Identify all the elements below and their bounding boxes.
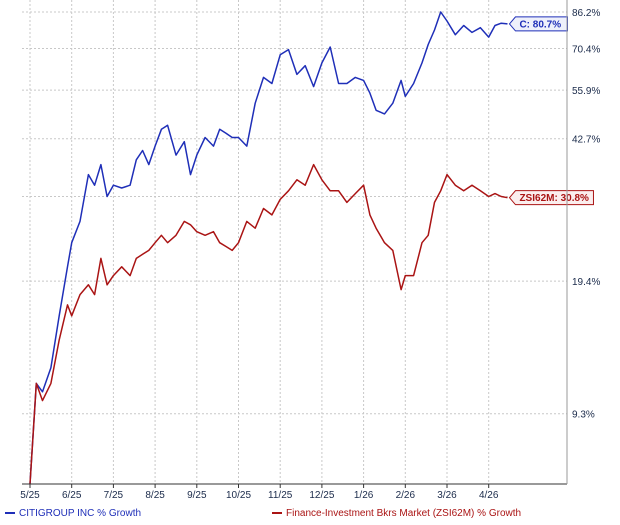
legend: CITIGROUP INC % Growth Finance-Investmen… <box>5 508 521 519</box>
legend-label-zsi62m: Finance-Investment Bkrs Market (ZSI62M) … <box>286 508 521 519</box>
y-tick-label: 86.2% <box>572 8 600 19</box>
y-tick-label: 42.7% <box>572 135 600 146</box>
y-tick-label: 19.4% <box>572 277 600 288</box>
x-tick-label: 6/25 <box>62 490 82 501</box>
x-tick-label: 11/25 <box>268 490 293 501</box>
y-tick-label: 9.3% <box>572 410 595 421</box>
x-tick-label: 3/26 <box>437 490 457 501</box>
y-tick-label: 70.4% <box>572 45 600 56</box>
x-tick-label: 9/25 <box>187 490 207 501</box>
x-tick-label: 2/26 <box>396 490 416 501</box>
end-label-box-1 <box>508 190 594 206</box>
end-labels: C: 80.7% ZSI62M: 30.8% <box>508 16 594 206</box>
x-tick-labels: 5/25 6/25 7/25 8/25 9/25 10/25 11/25 12/25 1/26 2… <box>20 490 499 501</box>
x-tick-label: 5/25 <box>20 490 40 501</box>
y-tick-labels: 9.3% 19.4% 42.7% 55.9% 70.4% 86.2% <box>572 8 600 421</box>
end-label-text-1: ZSI62M: 30.8% <box>519 193 589 204</box>
series-line-1 <box>29 163 508 485</box>
grid <box>22 0 567 488</box>
y-tick-label: 55.9% <box>572 86 600 97</box>
legend-label-citigroup: CITIGROUP INC % Growth <box>19 508 141 519</box>
x-tick-label: 8/25 <box>145 490 165 501</box>
plot-area <box>22 0 567 484</box>
end-label-text-0: C: 80.7% <box>519 19 561 30</box>
series-line-0 <box>29 11 508 485</box>
x-tick-label: 10/25 <box>226 490 251 501</box>
x-tick-label: 7/25 <box>104 490 124 501</box>
series-layer <box>29 11 508 485</box>
x-tick-label: 12/25 <box>309 490 334 501</box>
x-tick-label: 4/26 <box>479 490 499 501</box>
x-tick-label: 1/26 <box>354 490 374 501</box>
